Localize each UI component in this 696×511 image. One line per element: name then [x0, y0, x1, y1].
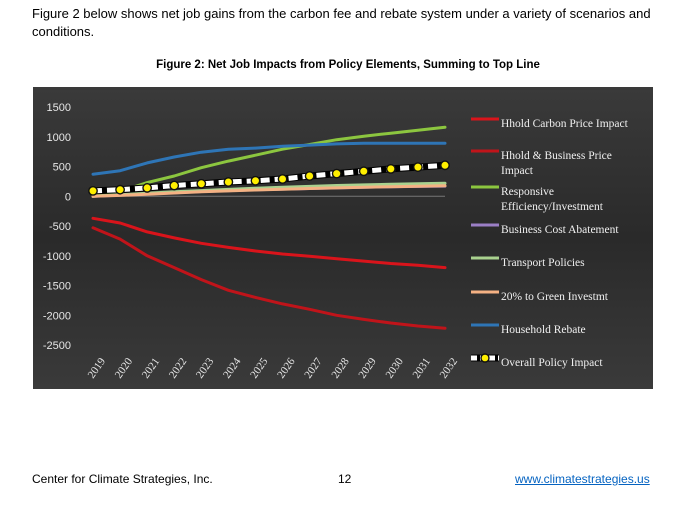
y-tick-label: 1000: [47, 132, 71, 144]
y-tick-label: -1500: [43, 281, 71, 293]
series-line: [91, 125, 447, 198]
series-line: [91, 184, 447, 198]
legend-label: Transport Policies: [501, 257, 585, 269]
series-point: [115, 184, 125, 195]
series-point: [277, 174, 288, 184]
y-tick-label: 500: [53, 162, 71, 174]
y-tick-label: -2000: [43, 310, 71, 322]
y-tick-label: 1500: [47, 102, 71, 114]
legend-label: Business Cost Abatement: [501, 224, 619, 236]
footer-organization: Center for Climate Strategies, Inc.: [32, 472, 213, 486]
intro-paragraph: Figure 2 below shows net job gains from …: [32, 6, 651, 39]
chart-background: [33, 87, 653, 389]
series-point: [385, 163, 396, 174]
legend-label: 20% to Green Investmt: [501, 291, 609, 303]
page-number: 12: [338, 472, 352, 486]
y-tick-label: -2500: [43, 340, 71, 352]
legend-label: Hhold Carbon Price Impact: [501, 118, 629, 130]
figure-title: Figure 2: Net Job Impacts from Policy El…: [156, 59, 540, 71]
legend-label: Household Rebate: [501, 324, 586, 336]
series-point: [142, 183, 153, 193]
series-point: [331, 168, 342, 179]
series-point: [440, 160, 450, 171]
y-tick-label: -1000: [43, 251, 71, 263]
y-tick-label: -500: [49, 221, 71, 233]
series-point: [358, 166, 369, 177]
legend-label: Overall Policy Impact: [501, 357, 603, 369]
legend-label: Impact: [501, 165, 534, 177]
series-point: [223, 177, 234, 187]
footer-website-link[interactable]: www.climatestrategies.us: [515, 472, 650, 486]
legend-label: Efficiency/Investment: [501, 201, 604, 213]
series-point: [196, 178, 207, 189]
series-point: [169, 180, 180, 191]
series-line: [91, 141, 447, 176]
series-line: [91, 216, 447, 270]
legend-label: Hhold & Business Price: [501, 150, 612, 162]
legend-marker: [480, 353, 490, 363]
chart-container: 1500 1000 500 0 -500 -1000 -1500 -2000 -2500 201…: [33, 87, 653, 389]
series-point: [88, 185, 98, 196]
legend-label: Responsive: [501, 186, 554, 198]
series-point: [250, 175, 261, 186]
y-tick-label: 0: [65, 191, 71, 203]
series-line: [91, 226, 447, 330]
series-point: [413, 162, 423, 172]
series-point: [304, 171, 315, 181]
